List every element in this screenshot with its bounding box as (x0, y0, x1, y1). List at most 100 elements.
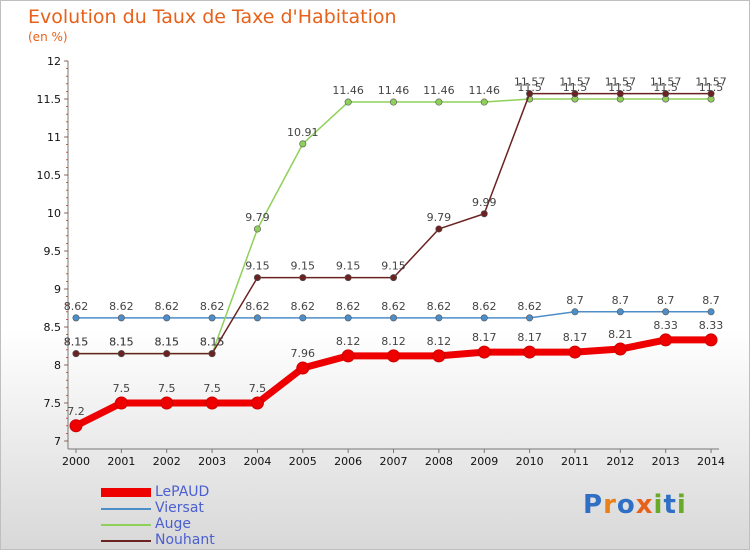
data-label-lepaud: 8.17 (472, 331, 497, 344)
data-label-lepaud: 8.21 (608, 328, 633, 341)
legend-item: Viersat (101, 500, 301, 517)
logo-letter: o (616, 490, 636, 520)
data-label-viersat: 8.62 (291, 300, 316, 313)
data-label-viersat: 8.62 (427, 300, 452, 313)
data-point-nouhant (571, 90, 579, 98)
data-label-auge: 8.15 (200, 336, 225, 349)
data-label-lepaud: 8.33 (653, 319, 678, 332)
data-label-viersat: 8.7 (566, 294, 584, 307)
x-tick-label: 2008 (425, 455, 453, 468)
data-point-viersat (435, 314, 443, 322)
data-point-lepaud (432, 349, 446, 363)
data-point-lepaud (160, 396, 174, 410)
data-point-viersat (72, 314, 80, 322)
data-label-viersat: 8.7 (702, 294, 720, 307)
data-label-viersat: 8.7 (612, 294, 630, 307)
data-point-lepaud (114, 396, 128, 410)
data-point-auge (435, 98, 443, 106)
data-point-nouhant (480, 210, 488, 218)
data-label-nouhant: 11.57 (695, 76, 727, 89)
data-label-viersat: 8.7 (657, 294, 675, 307)
x-tick-label: 2011 (561, 455, 589, 468)
legend-label: LePAUD (155, 484, 210, 500)
data-label-auge: 11.46 (332, 84, 364, 97)
data-point-viersat (526, 314, 534, 322)
x-tick-label: 2000 (62, 455, 90, 468)
data-label-nouhant: 8.15 (154, 336, 179, 349)
y-tick-label: 11 (47, 131, 61, 144)
data-point-lepaud (69, 419, 83, 433)
x-tick-label: 2001 (107, 455, 135, 468)
data-label-lepaud: 7.5 (113, 382, 131, 395)
legend-swatch (101, 540, 151, 542)
data-point-nouhant (253, 274, 261, 282)
y-tick-label: 7.5 (44, 397, 62, 410)
logo-letter: i (676, 490, 687, 520)
x-tick-label: 2003 (198, 455, 226, 468)
chart-title: Evolution du Taux de Taxe d'Habitation (28, 6, 397, 28)
data-point-nouhant (72, 350, 80, 358)
data-point-viersat (253, 314, 261, 322)
data-label-auge: 11.5 (699, 81, 724, 94)
data-label-auge: 11.46 (423, 84, 455, 97)
logo-letter: t (663, 490, 677, 520)
data-label-nouhant: 11.57 (514, 76, 546, 89)
data-label-lepaud: 8.17 (563, 331, 588, 344)
legend-label: Viersat (155, 500, 204, 516)
data-label-auge: 10.91 (287, 126, 319, 139)
data-point-viersat (390, 314, 398, 322)
data-label-auge: 8.15 (109, 336, 134, 349)
data-label-auge: 11.46 (468, 84, 500, 97)
data-point-auge (390, 98, 398, 106)
data-label-nouhant: 8.15 (200, 336, 225, 349)
data-point-lepaud (568, 345, 582, 359)
data-point-nouhant (299, 274, 307, 282)
data-label-viersat: 8.62 (336, 300, 361, 313)
chart-unit: (en %) (28, 30, 68, 44)
y-tick-label: 12 (47, 55, 61, 68)
data-label-viersat: 8.62 (109, 300, 134, 313)
x-tick-label: 2006 (334, 455, 362, 468)
data-point-viersat (707, 308, 715, 316)
x-tick-label: 2002 (153, 455, 181, 468)
data-point-lepaud (250, 396, 264, 410)
data-label-auge: 9.79 (245, 211, 270, 224)
data-label-viersat: 8.62 (64, 300, 89, 313)
data-label-viersat: 8.62 (517, 300, 542, 313)
logo-letter: r (603, 490, 617, 520)
data-point-auge (344, 98, 352, 106)
x-tick-label: 2007 (380, 455, 408, 468)
data-label-auge: 11.46 (378, 84, 410, 97)
data-point-viersat (662, 308, 670, 316)
data-point-viersat (117, 314, 125, 322)
data-point-nouhant (390, 274, 398, 282)
y-tick-label: 8.5 (44, 321, 62, 334)
x-tick-label: 2009 (470, 455, 498, 468)
logo-letter: P (583, 490, 604, 520)
data-point-viersat (299, 314, 307, 322)
x-tick-label: 2010 (516, 455, 544, 468)
data-label-nouhant: 9.15 (381, 260, 406, 273)
legend-label: Nouhant (155, 532, 215, 548)
logo-letter: x (635, 490, 654, 520)
x-tick-label: 2013 (652, 455, 680, 468)
data-point-lepaud (477, 345, 491, 359)
data-point-lepaud (659, 333, 673, 347)
data-point-lepaud (387, 349, 401, 363)
legend-label: Auge (155, 516, 191, 532)
data-label-auge: 11.5 (517, 81, 542, 94)
data-point-lepaud (613, 342, 627, 356)
y-tick-label: 9.5 (44, 245, 62, 258)
data-label-nouhant: 11.57 (559, 76, 591, 89)
data-point-nouhant (163, 350, 171, 358)
data-label-viersat: 8.62 (200, 300, 225, 313)
data-label-viersat: 8.62 (472, 300, 497, 313)
y-tick-label: 11.5 (37, 93, 62, 106)
data-point-viersat (163, 314, 171, 322)
data-label-nouhant: 8.15 (109, 336, 134, 349)
y-tick-label: 7 (54, 435, 61, 448)
data-point-nouhant (117, 350, 125, 358)
data-label-auge: 8.15 (64, 336, 89, 349)
data-point-auge (299, 140, 307, 148)
